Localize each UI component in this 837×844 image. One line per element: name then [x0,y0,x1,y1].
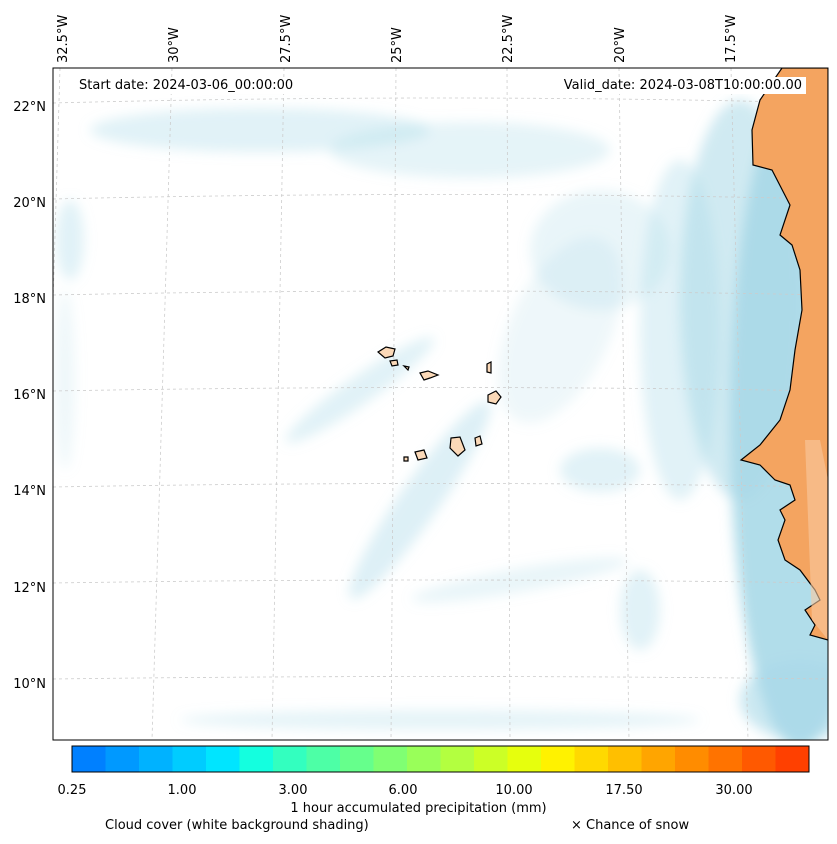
colorbar-tick-label: 30.00 [715,783,752,798]
cloud-cover-legend: Cloud cover (white background shading) [105,818,369,833]
cloud-cover-shading [55,90,828,740]
lon-label: 22.5°W [501,15,516,63]
colorbar-tick-label: 1.00 [168,783,197,798]
colorbar-tick-label: 17.50 [605,783,642,798]
valid-date-label: Valid_date: 2024-03-08T10:00:00.00 [559,77,806,94]
colorbar-ticks: 0.25 1.00 3.00 6.00 10.00 17.50 30.00 [58,783,753,798]
colorbar-cell [775,746,810,772]
colorbar-tick-label: 10.00 [495,783,532,798]
colorbar-cell [407,746,441,772]
colorbar-cell [574,746,609,772]
lon-label: 30°W [167,27,182,63]
colorbar-cell [641,746,676,772]
colorbar-title: 1 hour accumulated precipitation (mm) [290,801,547,816]
colorbar-cell [172,746,207,772]
lon-label: 20°W [613,27,628,63]
colorbar-cell [306,746,341,772]
colorbar-cell [239,746,274,772]
lat-label: 18°N [13,292,46,307]
lat-label: 22°N [13,100,46,115]
lon-label: 17.5°W [724,15,739,63]
colorbar-cell [105,746,140,772]
colorbar-cell [373,746,408,772]
colorbar-tick-label: 6.00 [389,783,418,798]
lon-label: 32.5°W [56,15,71,63]
africa-land [739,68,828,641]
colorbar-tick-label: 0.25 [58,783,87,798]
map-area[interactable] [40,68,837,750]
colorbar-frame [71,745,810,773]
start-date-label: Start date: 2024-03-06_00:00:00 [75,77,298,94]
lat-label: 20°N [13,196,46,211]
colorbar-cell [273,746,307,772]
lat-label: 16°N [13,388,46,403]
cape-verde-islands [376,346,502,462]
colorbar-cell [340,746,374,772]
colorbar-cell [675,746,709,772]
map-frame [52,67,829,741]
colorbar-cell [507,746,542,772]
colorbar-cell [474,746,508,772]
lon-label: 25°W [390,27,405,63]
snow-legend: × Chance of snow [571,818,690,833]
colorbar-cell [72,746,106,772]
africa-land-paler-band [805,440,828,640]
colorbar-cell [742,746,776,772]
colorbar-cell [139,746,173,772]
lat-label: 12°N [13,581,46,596]
longitude-labels: 32.5°W 30°W 27.5°W 25°W 22.5°W 20°W 17.5… [56,15,739,63]
latitude-labels: 22°N 20°N 18°N 16°N 14°N 12°N 10°N [13,100,46,692]
colorbar [72,746,810,772]
colorbar-cell [541,746,575,772]
colorbar-cell [608,746,642,772]
graticule [53,68,828,740]
colorbar-cell [708,746,743,772]
colorbar-cell [206,746,240,772]
colorbar-tick-label: 3.00 [279,783,308,798]
lat-label: 14°N [13,484,46,499]
lon-label: 27.5°W [279,15,294,63]
lat-label: 10°N [13,677,46,692]
colorbar-cell [440,746,475,772]
